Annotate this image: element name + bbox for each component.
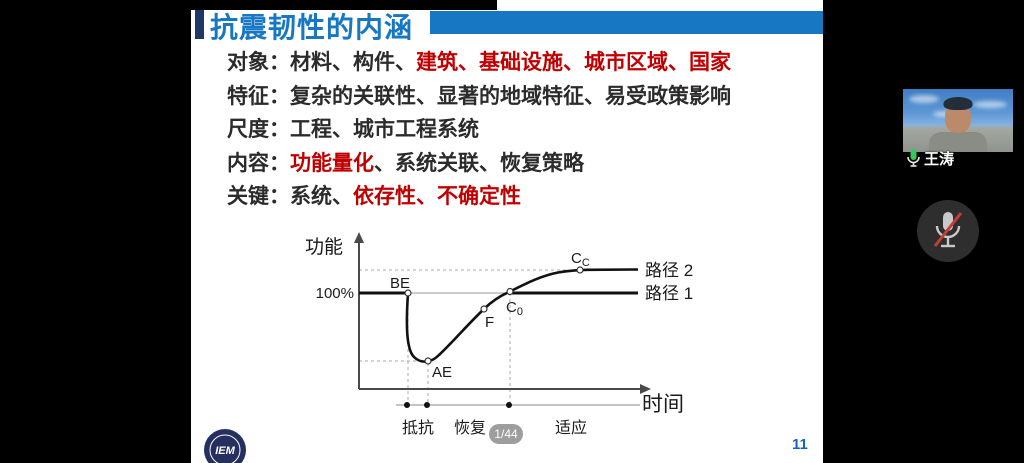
phase-dot-2 <box>424 402 430 408</box>
legend-path2: 路径 2 <box>645 261 693 280</box>
mic-muted-icon <box>933 212 963 248</box>
participant-name: 王涛 <box>924 150 955 168</box>
participant-name-row: 王涛 <box>905 147 954 169</box>
cloud-shape <box>909 95 939 103</box>
participant-video-tile[interactable] <box>903 89 1013 152</box>
path2-curve <box>509 268 639 293</box>
f-marker <box>480 305 488 313</box>
resilience-curve-chart: 功能 时间 100% BE AE F C0 CC 路径 2 路径 1 抵抗 恢复… <box>305 232 693 437</box>
mic-active-icon <box>907 149 920 167</box>
bullet-text: 内容： <box>227 151 290 175</box>
logo-circle <box>204 429 246 463</box>
phase-label-recover: 恢复 <box>454 419 486 437</box>
y-axis-label: 功能 <box>305 236 343 258</box>
bullet-key: 关键：系统、依存性、不确定性 <box>227 180 731 214</box>
bullet-content: 内容：功能量化、系统关联、恢复策略 <box>227 147 731 181</box>
slide-title: 抗震韧性的内涵 <box>210 12 414 43</box>
ae-marker <box>424 357 432 365</box>
be-label: BE <box>390 275 410 292</box>
bullet-text: 、系统关联、恢复策略 <box>374 151 584 175</box>
shared-slide: 抗震韧性的内涵 对象：材料、构件、建筑、基础设施、城市区域、国家 特征：复杂的关… <box>191 0 823 463</box>
title-decor-bar <box>430 11 823 34</box>
cloud-shape <box>933 111 955 117</box>
participant-cap <box>943 97 973 110</box>
cc-marker <box>576 266 584 274</box>
bullet-text-highlight: 依存性、不确定性 <box>353 185 521 208</box>
y-axis-arrow-icon <box>354 232 364 243</box>
x-axis-label: 时间 <box>642 393 684 416</box>
bullet-object: 对象：材料、构件、建筑、基础设施、城市区域、国家 <box>227 46 731 80</box>
f-label: F <box>485 314 494 331</box>
c0-marker <box>506 287 514 296</box>
participant-shoulders <box>929 132 987 152</box>
bullet-text: 关键：系统、 <box>227 185 353 208</box>
drop-recovery-curve <box>405 290 511 363</box>
y-tick-100: 100% <box>316 285 354 302</box>
c0-label: C0 <box>506 299 523 318</box>
phase-label-resist: 抵抗 <box>402 419 434 437</box>
phase-dot-1 <box>404 402 410 408</box>
phase-label-adapt: 适应 <box>555 418 587 437</box>
legend-path1: 路径 1 <box>645 284 693 303</box>
institute-logo: IEM <box>204 429 246 463</box>
bullet-feature: 特征：复杂的关联性、显著的地域特征、易受政策影响 <box>227 80 731 114</box>
bullet-text-highlight: 建筑、基础设施、城市区域、国家 <box>416 51 731 74</box>
be-marker <box>404 289 412 297</box>
bullet-text-highlight: 功能量化 <box>290 151 374 175</box>
slide-page-number: 11 <box>792 436 808 453</box>
bullet-list: 对象：材料、构件、建筑、基础设施、城市区域、国家 特征：复杂的关联性、显著的地域… <box>227 46 731 214</box>
viewer-page-indicator: 1/44 <box>489 424 523 444</box>
cc-label: CC <box>571 250 590 269</box>
title-accent-bar <box>195 9 204 39</box>
logo-text: IEM <box>215 445 235 457</box>
bullet-text: 特征：复杂的关联性、显著的地域特征、易受政策影响 <box>227 84 731 108</box>
cloud-shape <box>973 101 1007 108</box>
ae-label: AE <box>432 364 452 381</box>
mute-slash <box>933 212 963 247</box>
x-axis-arrow-icon <box>640 384 651 394</box>
bullet-text: 对象：材料、构件、 <box>227 51 416 74</box>
mute-microphone-button[interactable] <box>917 200 979 262</box>
logo-inner-ring <box>209 434 241 463</box>
phase-dot-3 <box>506 402 512 408</box>
bullet-text: 尺度：工程、城市工程系统 <box>227 118 479 141</box>
bullet-scale: 尺度：工程、城市工程系统 <box>227 113 731 147</box>
top-black-strip <box>0 0 497 10</box>
